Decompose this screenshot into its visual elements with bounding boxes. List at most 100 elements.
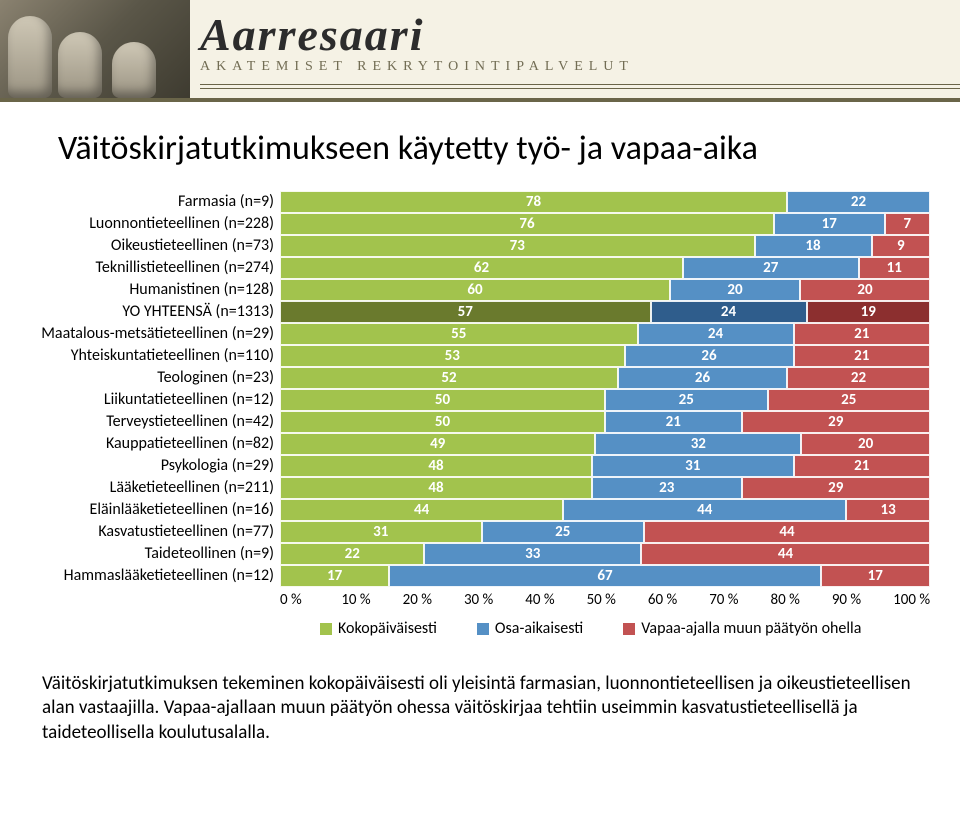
bar-segment: 29: [742, 477, 931, 499]
legend-label: Kokopäiväisesti: [338, 619, 437, 638]
bar-segment: 67: [389, 565, 820, 587]
bar-row: 76177: [280, 213, 930, 235]
bar-segment: 25: [605, 389, 768, 411]
bar-segment: 48: [280, 455, 592, 477]
bar-row: 532621: [280, 345, 930, 367]
bar-row: 223344: [280, 543, 930, 565]
x-tick: 10 %: [341, 591, 402, 609]
category-label: Liikuntatieteellinen (n=12): [0, 389, 280, 411]
x-tick: 30 %: [464, 591, 525, 609]
legend-label: Osa-aikaisesti: [495, 619, 583, 638]
bar-segment: 22: [280, 543, 424, 565]
legend-swatch: [623, 623, 635, 635]
x-tick: 100 %: [893, 591, 930, 609]
category-label: Farmasia (n=9): [0, 191, 280, 213]
bar-segment: 20: [670, 279, 800, 301]
banner-rules: [200, 84, 960, 94]
caption-text: Väitöskirjatutkimuksen tekeminen kokopäi…: [42, 672, 918, 745]
bar-segment: 17: [821, 565, 930, 587]
bar-row: 483121: [280, 455, 930, 477]
category-label: Terveystieteellinen (n=42): [0, 411, 280, 433]
bar-segment: 13: [846, 499, 930, 521]
bar-segment: 57: [280, 301, 651, 323]
bar-segment: 20: [800, 279, 930, 301]
bar-segment: 9: [872, 235, 931, 257]
category-label: Taideteollinen (n=9): [0, 543, 280, 565]
bar-segment: 44: [641, 543, 930, 565]
bar-segment: 60: [280, 279, 670, 301]
moai-shape: [112, 42, 156, 98]
bar-segment: 21: [605, 411, 742, 433]
bar-segment: 22: [787, 367, 930, 389]
bar-segment: 17: [774, 213, 885, 235]
bar-row: 502129: [280, 411, 930, 433]
category-label: YO YHTEENSÄ (n=1313): [0, 301, 280, 323]
bar-row: 176717: [280, 565, 930, 587]
bar-segment: 25: [482, 521, 645, 543]
category-label: Lääketieteellinen (n=211): [0, 477, 280, 499]
bar-segment: 26: [618, 367, 787, 389]
category-label: Psykologia (n=29): [0, 455, 280, 477]
bar-segment: 48: [280, 477, 592, 499]
legend-swatch: [320, 623, 332, 635]
bar-row: 602020: [280, 279, 930, 301]
bar-row: 482329: [280, 477, 930, 499]
x-tick: 50 %: [587, 591, 648, 609]
bar-segment: 73: [280, 235, 755, 257]
bar-row: 552421: [280, 323, 930, 345]
bar-row: 444413: [280, 499, 930, 521]
category-label: Hammaslääketieteellinen (n=12): [0, 565, 280, 587]
bar-segment: 52: [280, 367, 618, 389]
x-tick: 20 %: [403, 591, 464, 609]
bar-row: 502525: [280, 389, 930, 411]
bar-segment: 23: [592, 477, 742, 499]
x-tick: 90 %: [832, 591, 893, 609]
bar-segment: 27: [683, 257, 859, 279]
brand-subtitle: Akatemiset Rekrytointipalvelut: [200, 59, 960, 75]
category-label: Humanistinen (n=128): [0, 279, 280, 301]
category-label: Kauppatieteellinen (n=82): [0, 433, 280, 455]
bar-segment: 26: [625, 345, 794, 367]
header-banner: Aarresaari Akatemiset Rekrytointipalvelu…: [0, 0, 960, 102]
banner-text: Aarresaari Akatemiset Rekrytointipalvelu…: [200, 8, 960, 75]
moai-shape: [58, 32, 102, 98]
category-label: Maatalous-metsätieteellinen (n=29): [0, 323, 280, 345]
bar-segment: 18: [755, 235, 872, 257]
bar-segment: 44: [563, 499, 846, 521]
bar-segment: 50: [280, 411, 605, 433]
bar-segment: 32: [595, 433, 801, 455]
bar-segment: 24: [651, 301, 807, 323]
moai-shape: [8, 16, 52, 98]
bar-segment: 7: [885, 213, 931, 235]
bar-segment: 29: [742, 411, 931, 433]
bar-segment: 22: [787, 191, 930, 213]
bar-segment: 31: [592, 455, 794, 477]
banner-photo: [0, 0, 190, 98]
bar-segment: 49: [280, 433, 595, 455]
bar-segment: 50: [280, 389, 605, 411]
bar-segment: 21: [794, 345, 931, 367]
category-label: Luonnontieteellinen (n=228): [0, 213, 280, 235]
bar-segment: 44: [644, 521, 930, 543]
x-tick: 60 %: [648, 591, 709, 609]
bar-segment: 55: [280, 323, 638, 345]
x-axis-ticks: 0 %10 %20 %30 %40 %50 %60 %70 %80 %90 %1…: [280, 591, 930, 609]
bar-segment: 78: [280, 191, 787, 213]
legend-item: Vapaa-ajalla muun päätyön ohella: [623, 619, 861, 638]
category-label: Yhteiskuntatieteellinen (n=110): [0, 345, 280, 367]
legend-item: Kokopäiväisesti: [320, 619, 437, 638]
chart-legend: Kokopäiväisesti Osa-aikaisesti Vapaa-ajall…: [320, 619, 960, 638]
brand-name: Aarresaari: [200, 8, 960, 61]
category-label: Oikeustieteellinen (n=73): [0, 235, 280, 257]
bar-segment: 31: [280, 521, 482, 543]
bar-segment: 21: [794, 455, 931, 477]
bar-row: 622711: [280, 257, 930, 279]
bar-segment: 33: [424, 543, 641, 565]
legend-swatch: [477, 623, 489, 635]
y-axis-labels: Farmasia (n=9)Luonnontieteellinen (n=228…: [0, 191, 280, 587]
bar-segment: 44: [280, 499, 563, 521]
bar-segment: 19: [807, 301, 931, 323]
bar-segment: 20: [801, 433, 930, 455]
category-label: Eläinlääketieteellinen (n=16): [0, 499, 280, 521]
x-tick: 80 %: [771, 591, 832, 609]
